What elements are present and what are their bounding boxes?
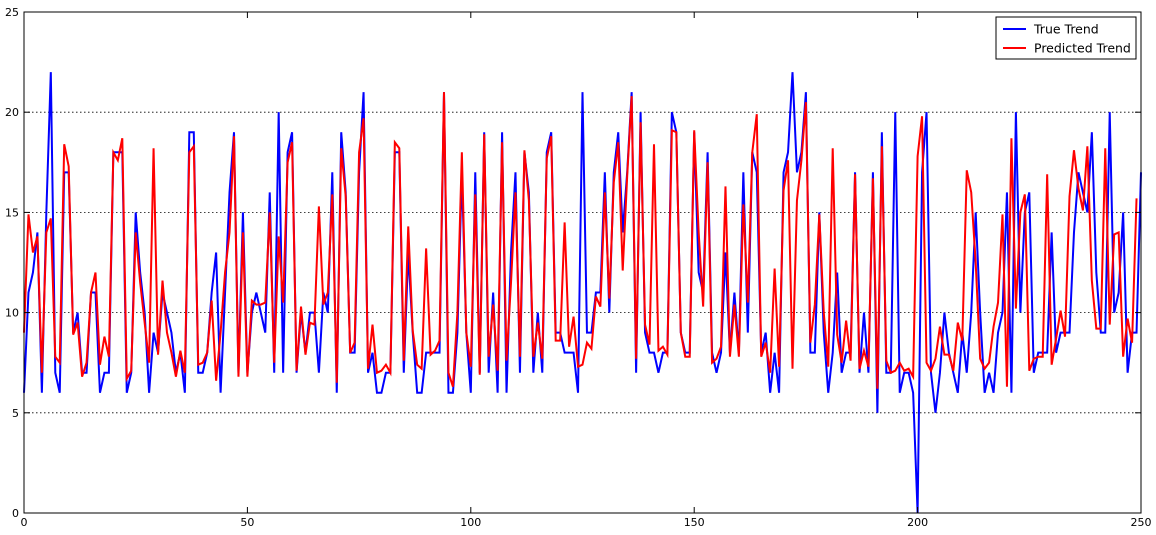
legend-label: True Trend xyxy=(1033,22,1099,37)
x-tick-label: 150 xyxy=(684,516,705,529)
y-tick-label: 20 xyxy=(5,106,19,119)
x-tick-label: 50 xyxy=(240,516,254,529)
y-tick-label: 0 xyxy=(12,507,19,520)
y-tick-label: 15 xyxy=(5,206,19,219)
legend: True Trend Predicted Trend xyxy=(995,16,1137,60)
legend-label: Predicted Trend xyxy=(1034,41,1131,56)
series-line-predicted-trend xyxy=(23,92,1138,389)
y-tick-label: 25 xyxy=(5,6,19,19)
x-tick-label: 0 xyxy=(21,516,28,529)
series-group xyxy=(23,72,1142,514)
x-tick-label: 200 xyxy=(907,516,928,529)
y-tick-label: 5 xyxy=(12,407,19,420)
y-axis: 0 5 10 15 20 25 xyxy=(5,6,1141,520)
legend-box xyxy=(995,16,1137,60)
x-tick-label: 250 xyxy=(1131,516,1152,529)
y-tick-label: 10 xyxy=(5,307,19,320)
plot-frame xyxy=(23,11,1142,514)
x-tick-label: 100 xyxy=(460,516,481,529)
series-line-true-trend xyxy=(23,72,1142,514)
x-axis: 0 50 100 150 200 250 xyxy=(21,12,1152,529)
